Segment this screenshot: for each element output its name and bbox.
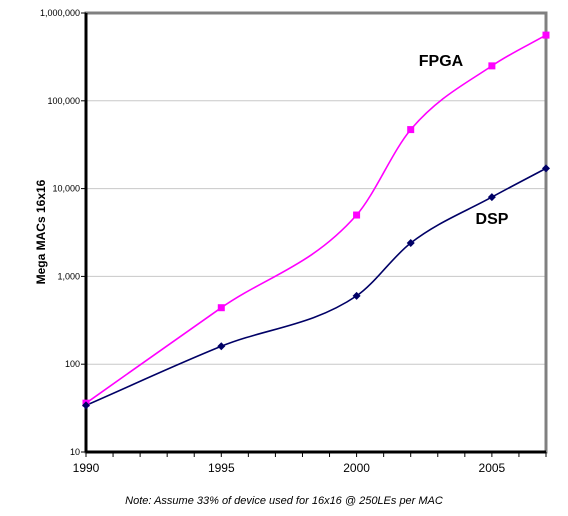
data-point-dsp — [217, 342, 226, 351]
x-tick-label: 1995 — [208, 461, 235, 475]
x-axis-ticks: 1990 1995 2000 2005 — [73, 452, 547, 475]
y-tick-label: 10 — [70, 447, 80, 457]
x-tick-label: 1990 — [73, 461, 100, 475]
data-point-fpga — [353, 211, 361, 219]
data-point-dsp — [542, 164, 550, 173]
y-tick-label: 1,000 — [57, 271, 80, 281]
data-point-dsp — [82, 401, 90, 410]
y-tick-label: 1,000,000 — [40, 8, 80, 18]
data-point-dsp — [352, 291, 361, 300]
data-point-fpga — [542, 31, 550, 39]
series-label-fpga: FPGA — [419, 53, 464, 70]
y-tick-label: 10,000 — [52, 184, 80, 194]
series-line-dsp — [85, 167, 547, 407]
chart-note: Note: Assume 33% of device used for 16x1… — [125, 495, 443, 507]
series-markers — [82, 31, 550, 410]
data-point-dsp — [406, 239, 415, 248]
x-tick-label: 2000 — [343, 461, 370, 475]
data-point-fpga — [217, 304, 225, 312]
x-tick-label: 2005 — [479, 461, 506, 475]
y-axis-ticks: 10 100 1,000 10,000 100,000 1,000,000 — [40, 8, 86, 457]
data-point-fpga — [488, 62, 496, 70]
y-axis-title: Mega MACs 16x16 — [34, 179, 48, 284]
gridlines — [86, 100, 546, 365]
y-tick-label: 100 — [65, 359, 80, 369]
plot-area-frame — [84, 11, 548, 454]
data-point-dsp — [487, 193, 496, 202]
series-label-dsp: DSP — [476, 211, 509, 228]
y-tick-label: 100,000 — [47, 96, 80, 106]
data-point-fpga — [407, 126, 415, 134]
